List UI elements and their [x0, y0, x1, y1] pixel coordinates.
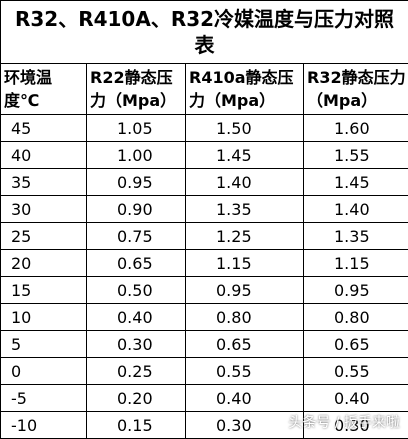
table-cell: 30 — [1, 196, 87, 223]
table-cell: 1.55 — [304, 142, 408, 169]
table-cell: 0.30 — [186, 412, 304, 439]
table-cell: 0.40 — [304, 385, 408, 412]
table-cell: 1.50 — [186, 115, 304, 142]
table-cell: 0.40 — [186, 385, 304, 412]
table-cell: 1.40 — [304, 196, 408, 223]
table-cell: 1.35 — [186, 196, 304, 223]
table-cell: 1.25 — [186, 223, 304, 250]
table-cell: 1.35 — [304, 223, 408, 250]
table-cell: 35 — [1, 169, 87, 196]
table-cell: 25 — [1, 223, 87, 250]
table-cell: -10 — [1, 412, 87, 439]
table-cell: 0.15 — [87, 412, 186, 439]
table-cell: 45 — [1, 115, 87, 142]
table-cell: 0.65 — [186, 331, 304, 358]
table-cell: 0.50 — [87, 277, 186, 304]
header-cell: R22静态压力（Mpa） — [87, 64, 186, 115]
header-cell: R32静态压力（Mpa） — [304, 64, 408, 115]
table-cell: 0.95 — [186, 277, 304, 304]
header-cell: 环境温度℃ — [1, 64, 87, 115]
table-cell: 1.60 — [304, 115, 408, 142]
table-cell: 1.45 — [186, 142, 304, 169]
table-cell: 0.55 — [186, 358, 304, 385]
table-cell: 0 — [1, 358, 87, 385]
table-cell: 0.65 — [304, 331, 408, 358]
table-cell: 1.00 — [87, 142, 186, 169]
table-cell: 0.20 — [87, 385, 186, 412]
table-cell: 10 — [1, 304, 87, 331]
table-title: R32、R410A、R32冷媒温度与压力对照表 — [1, 1, 408, 64]
table-cell: 0.30 — [87, 331, 186, 358]
header-cell: R410a静态压力（Mpa） — [186, 64, 304, 115]
table-cell: 0.80 — [304, 304, 408, 331]
table-cell: 15 — [1, 277, 87, 304]
table-cell: 20 — [1, 250, 87, 277]
table-cell: 0.65 — [87, 250, 186, 277]
table-cell: -5 — [1, 385, 87, 412]
table-cell: 1.15 — [186, 250, 304, 277]
table-cell: 0.40 — [87, 304, 186, 331]
table-cell: 0.90 — [87, 196, 186, 223]
table-cell: 40 — [1, 142, 87, 169]
table-cell: 0.55 — [304, 358, 408, 385]
table-cell: 0.75 — [87, 223, 186, 250]
table-cell: 1.15 — [304, 250, 408, 277]
table-cell: 1.05 — [87, 115, 186, 142]
table-cell: 1.40 — [186, 169, 304, 196]
table-cell: 1.45 — [304, 169, 408, 196]
table-cell: 0.25 — [87, 358, 186, 385]
table-cell: 0.95 — [87, 169, 186, 196]
table-cell: 0.80 — [186, 304, 304, 331]
watermark: 头条号 / 扳手来啦 — [288, 412, 400, 432]
table-cell: 0.95 — [304, 277, 408, 304]
table-cell: 5 — [1, 331, 87, 358]
